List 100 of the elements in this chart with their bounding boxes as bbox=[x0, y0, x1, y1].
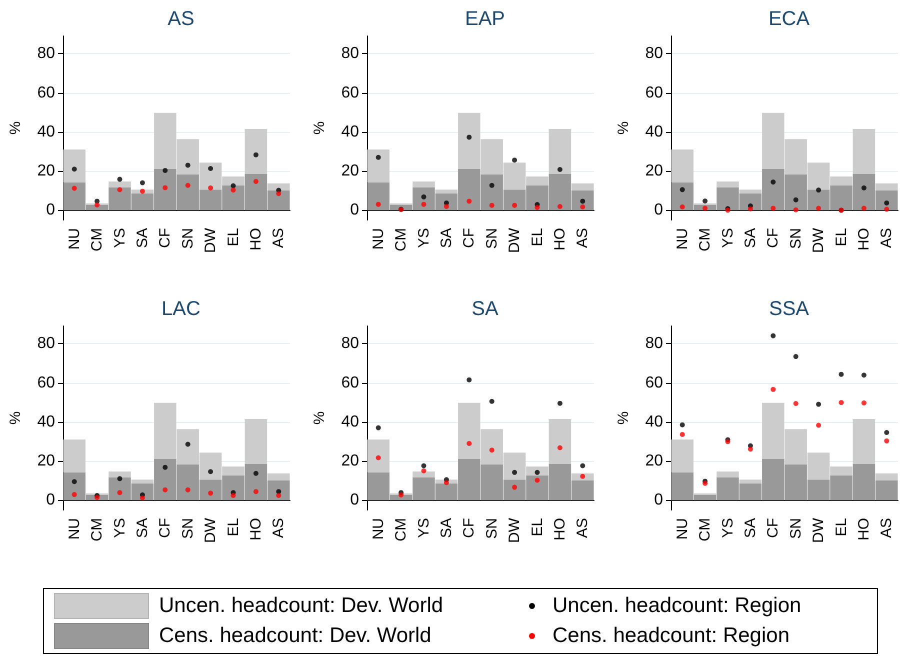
x-tick-label: NU bbox=[66, 518, 83, 540]
x-tick-label: HO bbox=[855, 518, 872, 540]
y-tick-label: 60 bbox=[341, 374, 360, 392]
y-axis-title: % bbox=[615, 411, 632, 425]
x-tick-label: HO bbox=[551, 518, 568, 540]
y-tick-label: 0 bbox=[654, 202, 664, 219]
x-tick-label: AS bbox=[574, 228, 592, 248]
y-tick-label: 20 bbox=[341, 162, 360, 180]
chart-title: ECA bbox=[768, 8, 810, 30]
x-tick-label: DW bbox=[506, 227, 524, 253]
x-tick-label: SN bbox=[787, 228, 804, 249]
x-tick-label: EL bbox=[528, 228, 546, 246]
x-tick-label: NU bbox=[674, 228, 691, 250]
x-tick-label: HO bbox=[551, 228, 568, 250]
x-tick-label: NU bbox=[674, 518, 691, 540]
x-tick-label: HO bbox=[247, 228, 264, 250]
y-tick-label: 20 bbox=[645, 162, 664, 180]
x-tick-label: CF bbox=[156, 228, 174, 248]
x-tick-label: DW bbox=[202, 517, 220, 543]
legend-label: Cens. headcount: Region bbox=[552, 624, 790, 648]
x-tick-label: EL bbox=[528, 518, 546, 536]
y-tick-label: 40 bbox=[37, 413, 56, 430]
x-tick-label: DW bbox=[810, 227, 828, 253]
y-tick-label: 60 bbox=[341, 84, 360, 102]
y-tick-label: 80 bbox=[645, 335, 664, 352]
chart-title: EAP bbox=[464, 8, 506, 30]
x-tick-label: EL bbox=[832, 228, 850, 246]
y-tick-label: 0 bbox=[350, 492, 360, 509]
y-tick-label: 40 bbox=[341, 413, 360, 430]
y-tick-label: 60 bbox=[37, 84, 56, 102]
x-tick-label: AS bbox=[574, 518, 592, 538]
y-tick-label: 20 bbox=[37, 162, 56, 180]
x-tick-label: HO bbox=[855, 228, 872, 250]
legend-label: Uncen. headcount: Region bbox=[552, 594, 802, 618]
x-tick-label: CF bbox=[764, 518, 782, 538]
x-tick-label: CM bbox=[696, 518, 714, 542]
x-tick-label: YS bbox=[415, 518, 432, 538]
legend-label: Cens. headcount: Dev. World bbox=[159, 624, 432, 648]
y-tick-label: 40 bbox=[37, 123, 56, 140]
y-tick-label: 0 bbox=[46, 492, 56, 509]
y-tick-label: 40 bbox=[645, 123, 664, 140]
x-tick-label: SA bbox=[438, 518, 455, 538]
x-tick-label: SA bbox=[742, 518, 759, 538]
x-tick-label: YS bbox=[719, 228, 736, 248]
x-tick-label: DW bbox=[810, 517, 828, 543]
x-tick-label: YS bbox=[415, 228, 432, 248]
x-tick-label: SA bbox=[742, 228, 759, 248]
x-tick-label: NU bbox=[370, 228, 387, 250]
x-tick-label: NU bbox=[370, 518, 387, 540]
x-tick-label: CM bbox=[392, 518, 410, 542]
legend-label: Uncen. headcount: Dev. World bbox=[159, 594, 444, 618]
x-tick-label: SN bbox=[483, 518, 500, 539]
x-tick-label: SN bbox=[787, 518, 804, 539]
x-tick-label: SN bbox=[483, 228, 500, 249]
y-tick-label: 60 bbox=[645, 84, 664, 102]
y-axis-title: % bbox=[7, 121, 24, 135]
y-tick-label: 20 bbox=[341, 452, 360, 470]
x-tick-label: EL bbox=[832, 518, 850, 536]
y-tick-label: 60 bbox=[645, 374, 664, 392]
x-tick-label: CF bbox=[156, 518, 174, 538]
y-tick-label: 0 bbox=[350, 202, 360, 219]
chart-title: AS bbox=[168, 8, 194, 30]
x-tick-label: SN bbox=[179, 228, 196, 249]
x-tick-label: YS bbox=[719, 518, 736, 538]
x-tick-label: SA bbox=[134, 228, 151, 248]
x-tick-label: CF bbox=[460, 518, 478, 538]
y-tick-label: 0 bbox=[654, 492, 664, 509]
x-tick-label: CM bbox=[696, 228, 714, 252]
x-tick-label: CM bbox=[88, 518, 106, 542]
x-tick-label: SA bbox=[134, 518, 151, 538]
x-tick-label: AS bbox=[878, 518, 896, 538]
x-tick-label: SA bbox=[438, 228, 455, 248]
x-tick-label: CM bbox=[392, 228, 410, 252]
y-axis-title: % bbox=[311, 121, 328, 135]
x-tick-label: YS bbox=[111, 228, 128, 248]
x-tick-label: CF bbox=[460, 228, 478, 248]
chart-title: SSA bbox=[768, 298, 810, 320]
y-axis-title: % bbox=[7, 411, 24, 425]
x-tick-label: DW bbox=[202, 227, 220, 253]
x-tick-label: CM bbox=[88, 228, 106, 252]
y-tick-label: 20 bbox=[645, 452, 664, 470]
chart-title: SA bbox=[472, 298, 499, 320]
y-tick-label: 40 bbox=[341, 123, 360, 140]
x-tick-label: NU bbox=[66, 228, 83, 250]
y-tick-label: 80 bbox=[37, 45, 56, 62]
x-tick-label: CF bbox=[764, 228, 782, 248]
x-tick-label: EL bbox=[224, 518, 242, 536]
x-tick-label: DW bbox=[506, 517, 524, 543]
y-tick-label: 60 bbox=[37, 374, 56, 392]
y-tick-label: 80 bbox=[341, 335, 360, 352]
x-tick-label: AS bbox=[270, 228, 288, 248]
y-tick-label: 80 bbox=[645, 45, 664, 62]
x-tick-label: EL bbox=[224, 228, 242, 246]
y-tick-label: 40 bbox=[645, 413, 664, 430]
x-tick-label: SN bbox=[179, 518, 196, 539]
y-axis-title: % bbox=[615, 121, 632, 135]
x-tick-label: AS bbox=[270, 518, 288, 538]
x-tick-label: YS bbox=[111, 518, 128, 538]
chart-title: LAC bbox=[162, 298, 200, 320]
y-tick-label: 0 bbox=[46, 202, 56, 219]
